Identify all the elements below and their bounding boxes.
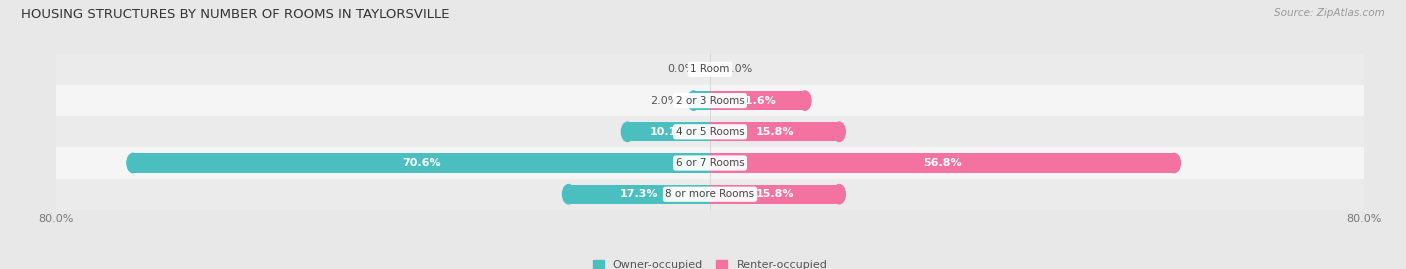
Text: 0.0%: 0.0% xyxy=(724,64,754,75)
Ellipse shape xyxy=(832,185,845,204)
Bar xyxy=(710,122,839,141)
Bar xyxy=(710,91,804,110)
Ellipse shape xyxy=(832,122,845,141)
Text: 2.0%: 2.0% xyxy=(651,95,679,106)
Text: Source: ZipAtlas.com: Source: ZipAtlas.com xyxy=(1274,8,1385,18)
Ellipse shape xyxy=(688,91,700,110)
Text: 6 or 7 Rooms: 6 or 7 Rooms xyxy=(676,158,744,168)
Bar xyxy=(56,85,1364,116)
Text: 70.6%: 70.6% xyxy=(402,158,441,168)
Text: 4 or 5 Rooms: 4 or 5 Rooms xyxy=(676,127,744,137)
Text: 2 or 3 Rooms: 2 or 3 Rooms xyxy=(676,95,744,106)
Text: 0.0%: 0.0% xyxy=(666,64,696,75)
Bar xyxy=(627,122,710,141)
Text: 8 or more Rooms: 8 or more Rooms xyxy=(665,189,755,199)
Text: 15.8%: 15.8% xyxy=(755,127,794,137)
Bar xyxy=(56,116,1364,147)
Text: 11.6%: 11.6% xyxy=(738,95,776,106)
Bar xyxy=(693,91,710,110)
Ellipse shape xyxy=(1168,153,1181,173)
Text: 17.3%: 17.3% xyxy=(620,189,658,199)
Bar xyxy=(710,185,839,204)
Bar xyxy=(710,153,1174,173)
Ellipse shape xyxy=(127,153,139,173)
Bar xyxy=(568,185,710,204)
Bar xyxy=(134,153,710,173)
Ellipse shape xyxy=(621,122,634,141)
Bar xyxy=(56,179,1364,210)
Ellipse shape xyxy=(799,91,811,110)
Bar xyxy=(56,147,1364,179)
Bar xyxy=(56,54,1364,85)
Text: 10.1%: 10.1% xyxy=(650,127,688,137)
Text: 1 Room: 1 Room xyxy=(690,64,730,75)
Legend: Owner-occupied, Renter-occupied: Owner-occupied, Renter-occupied xyxy=(593,260,827,269)
Text: 56.8%: 56.8% xyxy=(922,158,962,168)
Ellipse shape xyxy=(562,185,575,204)
Text: 15.8%: 15.8% xyxy=(755,189,794,199)
Text: HOUSING STRUCTURES BY NUMBER OF ROOMS IN TAYLORSVILLE: HOUSING STRUCTURES BY NUMBER OF ROOMS IN… xyxy=(21,8,450,21)
